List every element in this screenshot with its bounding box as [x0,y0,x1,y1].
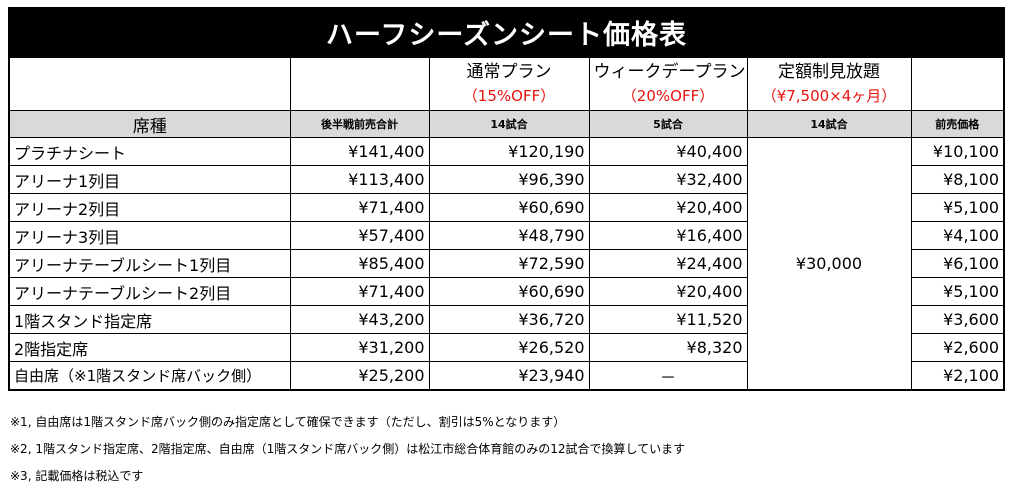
advance-price: ¥10,100 [910,137,1006,166]
plan-blank-cell [910,57,1006,111]
weekday-price: ¥11,520 [588,305,748,334]
plan-weekday-discount: （20%OFF） [621,87,715,105]
header-weekday-games: 5試合 [588,110,748,138]
advance-price: ¥4,100 [910,221,1006,250]
table-row: アリーナ2列目 ¥71,400 ¥60,690 ¥20,400 ¥5,100 [8,193,1006,222]
total-price: ¥71,400 [289,277,430,306]
table-row: プラチナシート ¥141,400 ¥120,190 ¥40,400 ¥30,00… [8,137,1006,391]
plan-unlimited-discount: （¥7,500×4ヶ月） [761,87,897,105]
seat-name: プラチナシート [8,137,291,166]
advance-price: ¥2,100 [910,361,1006,391]
price-table-sheet: ハーフシーズンシート価格表 通常プラン （15%OFF） ウィークデープラン （… [7,7,1006,407]
seat-name: 自由席（※1階スタンド席バック側） [8,361,291,391]
weekday-price: ¥8,320 [588,333,748,362]
table-row: アリーナテーブルシート1列目 ¥85,400 ¥72,590 ¥24,400 ¥… [8,249,1006,278]
plan-blank-cell [289,57,430,111]
regular-price: ¥60,690 [428,193,590,222]
weekday-price: ¥16,400 [588,221,748,250]
advance-price: ¥6,100 [910,249,1006,278]
plan-weekday-cell: ウィークデープラン （20%OFF） [588,57,748,111]
regular-price: ¥36,720 [428,305,590,334]
header-regular-games: 14試合 [428,110,590,138]
regular-price: ¥26,520 [428,333,590,362]
total-price: ¥85,400 [289,249,430,278]
total-price: ¥25,200 [289,361,430,391]
plan-regular-cell: 通常プラン （15%OFF） [428,57,590,111]
weekday-price: ¥20,400 [588,277,748,306]
table-title: ハーフシーズンシート価格表 [7,7,1006,58]
regular-price: ¥96,390 [428,165,590,194]
weekday-price: ¥24,400 [588,249,748,278]
header-row: 席種 後半戦前売合計 14試合 5試合 14試合 前売価格 [8,110,1006,138]
plan-unlimited-cell: 定額制見放題 （¥7,500×4ヶ月） [746,57,912,111]
plan-unlimited-name: 定額制見放題 [778,62,880,82]
header-advance: 前売価格 [910,110,1006,138]
advance-price: ¥2,600 [910,333,1006,362]
footnote: ※1, 自由席は1階スタンド席バック側のみ指定席として確保できます（ただし、割引… [10,415,566,429]
header-unlimited-games: 14試合 [746,110,912,138]
weekday-price: ¥20,400 [588,193,748,222]
advance-price: ¥3,600 [910,305,1006,334]
table-row: アリーナ3列目 ¥57,400 ¥48,790 ¥16,400 ¥4,100 [8,221,1006,250]
regular-price: ¥120,190 [428,137,590,166]
plan-weekday-name: ウィークデープラン [593,62,746,82]
seat-name: 1階スタンド指定席 [8,305,291,334]
weekday-price: ¥32,400 [588,165,748,194]
total-price: ¥57,400 [289,221,430,250]
seat-name: アリーナ3列目 [8,221,291,250]
total-price: ¥141,400 [289,137,430,166]
plan-blank-cell [8,57,291,111]
table-row: 2階指定席 ¥31,200 ¥26,520 ¥8,320 ¥2,600 [8,333,1006,362]
weekday-price: － [588,361,748,391]
footnote: ※3, 記載価格は税込です [10,469,144,483]
footnotes: ※1, 自由席は1階スタンド席バック側のみ指定席として確保できます（ただし、割引… [10,409,1000,490]
title-row: ハーフシーズンシート価格表 [7,7,1006,58]
table-row: アリーナ1列目 ¥113,400 ¥96,390 ¥32,400 ¥8,100 [8,165,1006,194]
footnote: ※2, 1階スタンド指定席、2階指定席、自由席（1階スタンド席バック側）は松江市… [10,442,686,456]
header-total: 後半戦前売合計 [289,110,430,138]
seat-name: アリーナ1列目 [8,165,291,194]
table-row: 自由席（※1階スタンド席バック側） ¥25,200 ¥23,940 － ¥2,1… [8,361,1006,391]
table-row: 1階スタンド指定席 ¥43,200 ¥36,720 ¥11,520 ¥3,600 [8,305,1006,334]
regular-price: ¥48,790 [428,221,590,250]
plan-regular-discount: （15%OFF） [462,87,556,105]
advance-price: ¥5,100 [910,193,1006,222]
advance-price: ¥8,100 [910,165,1006,194]
seat-name: 2階指定席 [8,333,291,362]
plan-row: 通常プラン （15%OFF） ウィークデープラン （20%OFF） 定額制見放題… [8,57,1006,111]
price-table: ハーフシーズンシート価格表 通常プラン （15%OFF） ウィークデープラン （… [7,7,1006,391]
total-price: ¥31,200 [289,333,430,362]
plan-regular-name: 通常プラン [466,62,552,82]
unlimited-price: ¥30,000 [746,137,912,391]
seat-name: アリーナテーブルシート1列目 [8,249,291,278]
advance-price: ¥5,100 [910,277,1006,306]
total-price: ¥43,200 [289,305,430,334]
total-price: ¥71,400 [289,193,430,222]
regular-price: ¥60,690 [428,277,590,306]
regular-price: ¥23,940 [428,361,590,391]
table-row: アリーナテーブルシート2列目 ¥71,400 ¥60,690 ¥20,400 ¥… [8,277,1006,306]
seat-name: アリーナテーブルシート2列目 [8,277,291,306]
header-seat: 席種 [8,110,291,138]
regular-price: ¥72,590 [428,249,590,278]
total-price: ¥113,400 [289,165,430,194]
seat-name: アリーナ2列目 [8,193,291,222]
weekday-price: ¥40,400 [588,137,748,166]
